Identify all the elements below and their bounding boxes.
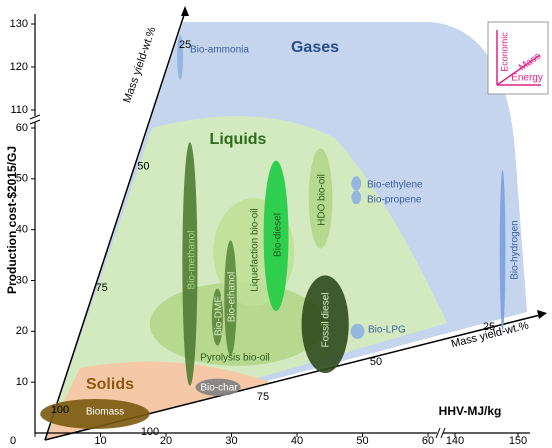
marks [40,35,506,429]
item-label: Liquefaction bio-oil [250,208,261,291]
y-tick-label: 130 [10,18,28,30]
mass-yield-tick-label: 50 [137,161,149,173]
x-tick-label: 10 [94,435,106,447]
range-ellipse [308,148,333,249]
x-tick-label: 30 [225,435,237,447]
mass-yield-title: Mass yield-wt.% [121,25,158,104]
inset-box [487,21,549,95]
y-tick-label: 40 [16,224,28,236]
axis-break [29,114,41,120]
y-axis-title: Production cost-$2015/GJ [5,146,19,294]
region-label: Solids [86,376,134,393]
y-tick-label: 60 [16,122,28,134]
inset-label: Economic [499,32,509,72]
x-tick-label: 140 [446,435,464,447]
mass-yield-tick-label: 75 [257,391,269,403]
item-label: Bio-ethylene [367,180,423,191]
range-ellipse [351,176,362,191]
y-tick-label: 10 [16,376,28,388]
y-tick-label: 110 [10,104,28,116]
range-ellipse [301,275,349,374]
mass-yield-axis [44,11,186,441]
range-ellipse [351,190,362,205]
range-ellipse [177,35,184,80]
x-tick-label: 40 [291,435,303,447]
inset-arrows [496,30,541,86]
axis-break [437,428,443,438]
mass-yield-tick-label: 100 [141,426,159,438]
item-label: Bio-diesel [273,213,284,257]
axis-break [435,427,441,439]
item-label: Pyrolysis bio-oil [200,353,269,364]
x-tick-label: 50 [356,435,368,447]
y-tick-label: 50 [16,173,28,185]
region-label: Liquids [210,131,267,148]
region-label: Gases [291,39,339,56]
mass-yield-tick-label: 75 [96,282,108,294]
item-label: Bio-hydrogen [510,220,521,279]
range-ellipse [195,378,241,396]
arrow-head [181,6,189,16]
x-tick-label: 150 [509,435,527,447]
x-tick-label: 20 [160,435,172,447]
item-label: Biomass [86,407,124,418]
mass-yield-tick-label: 100 [51,404,69,416]
item-label: Bio-ethanol [227,272,238,323]
y-tick-label: 20 [16,325,28,337]
item-label: Bio-propene [367,195,422,206]
range-ellipse [182,142,198,386]
range-ellipse [40,398,150,429]
item-label: Bio-char [200,383,238,394]
axis-break [440,427,446,439]
arrow-head [537,310,547,319]
x-tick-label: 60 [422,435,434,447]
mass-yield-tick-label: 50 [370,356,382,368]
item-label: Bio-LPG [368,325,406,336]
item-label: HDO bio-oil [317,174,328,226]
y-tick-label: 30 [16,274,28,286]
item-label: Bio-DME [214,296,225,336]
inset-label: Energy [511,73,543,84]
axis-break [30,116,40,122]
mass-yield-tick-label: 25 [179,39,191,51]
y-tick-label: 120 [10,61,28,73]
mass-yield-tick-label: 25 [483,321,495,333]
range-ellipse [263,160,289,311]
axis-break [29,119,41,125]
item-label: Fossil diesel [321,292,332,347]
x-axis-title: HHV-MJ/kg [439,404,502,418]
range-ellipse [350,323,365,339]
item-label: Bio-ammonia [190,45,249,56]
range-ellipse [499,170,506,331]
item-label: Bio-methanol [187,231,198,290]
x-tick-label: 0 [10,435,16,447]
range-ellipse [211,288,223,346]
range-ellipse [224,240,237,356]
